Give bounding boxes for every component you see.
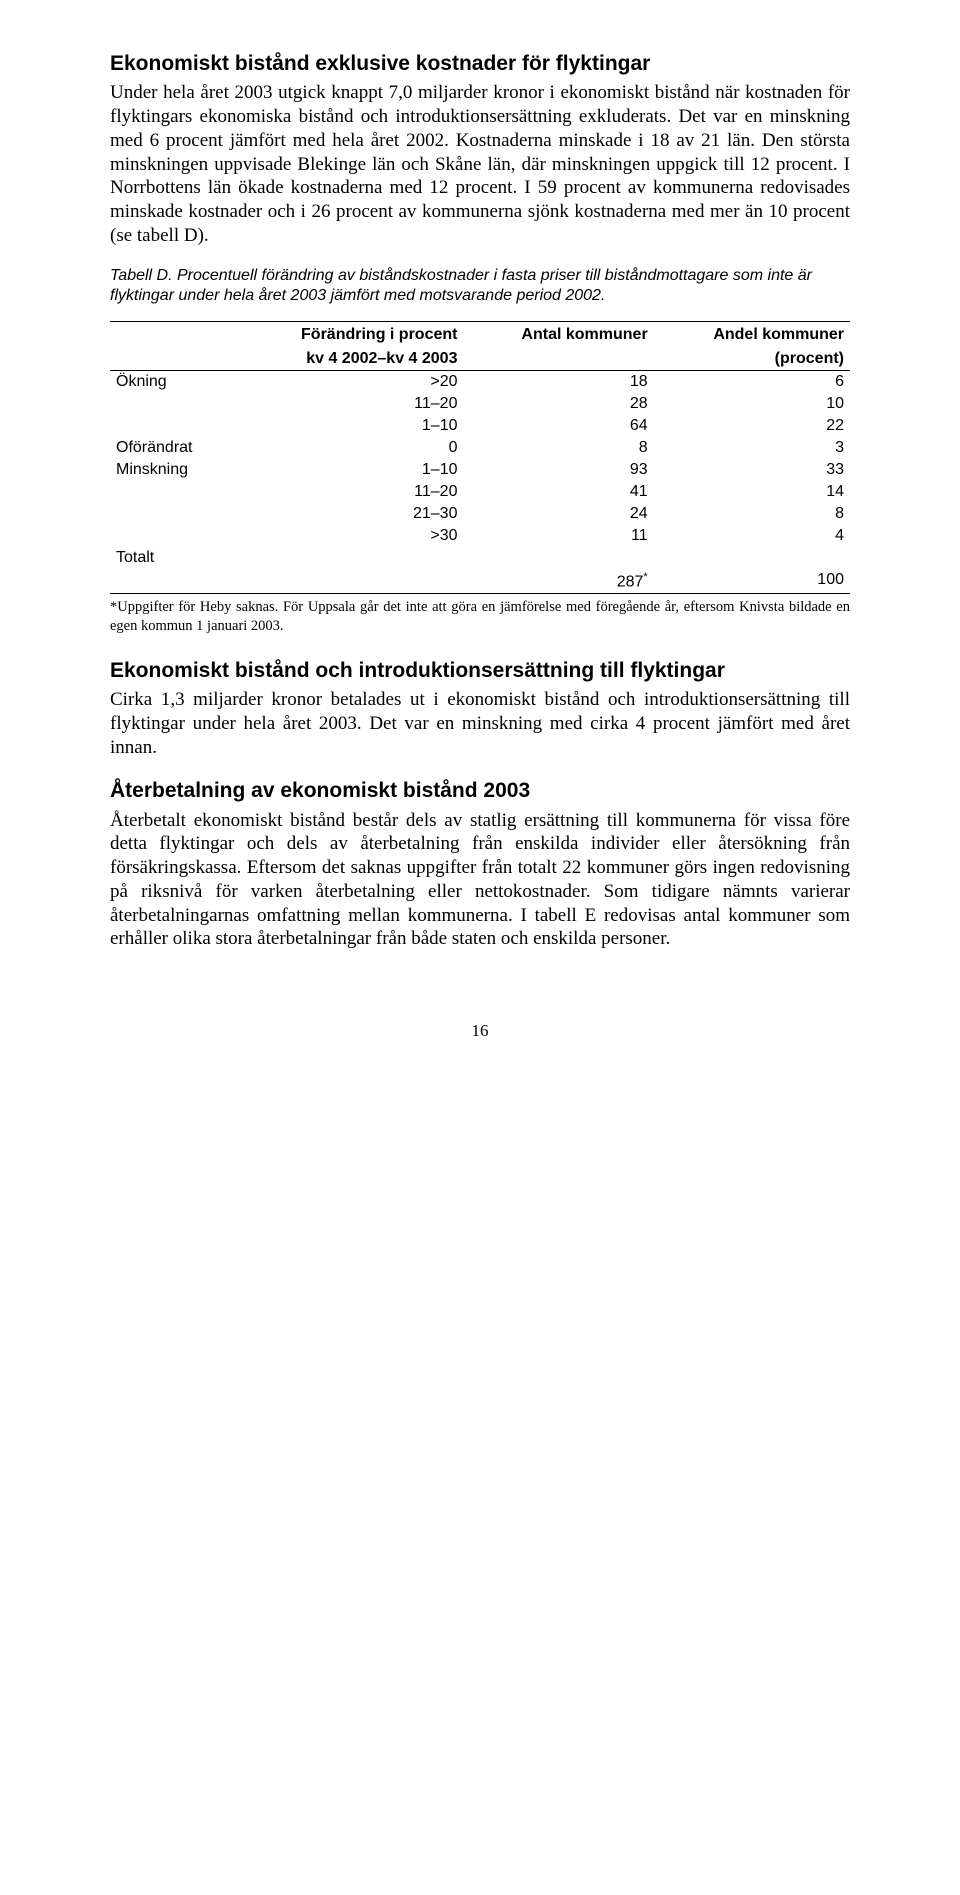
table-cell: 64: [463, 415, 653, 437]
tableD-header-col4b: (procent): [654, 346, 850, 371]
table-cell: 3: [654, 437, 850, 459]
table-cell: 22: [654, 415, 850, 437]
tableD-caption: Tabell D. Procentuell förändring av bist…: [110, 266, 850, 308]
section1-heading: Ekonomiskt bistånd exklusive kostnader f…: [110, 50, 850, 77]
page-container: Ekonomiskt bistånd exklusive kostnader f…: [0, 0, 960, 1101]
table-cell: 4: [654, 525, 850, 547]
section2-paragraph: Cirka 1,3 miljarder kronor betalades ut …: [110, 688, 850, 759]
tableD-header-blank: [110, 322, 232, 347]
tableD-group-oforandrat: Oförändrat: [110, 437, 232, 459]
table-cell: 93: [463, 459, 653, 481]
page-number: 16: [110, 1021, 850, 1041]
tableD-header-col2b: kv 4 2002–kv 4 2003: [232, 346, 464, 371]
table-cell: 11: [463, 525, 653, 547]
table-cell: 33: [654, 459, 850, 481]
tableD-group-totalt: Totalt: [110, 547, 232, 569]
tableD-header-col2a: Förändring i procent: [232, 322, 464, 347]
table-cell: 8: [463, 437, 653, 459]
tableD-header-col3: Antal kommuner: [463, 322, 653, 347]
table-cell: 24: [463, 503, 653, 525]
tableD-header-blank2: [110, 346, 232, 371]
table-cell: 6: [654, 371, 850, 394]
tableD-header-blank3: [463, 346, 653, 371]
tableD-footnote: *Uppgifter för Heby saknas. För Uppsala …: [110, 598, 850, 634]
table-cell: >20: [232, 371, 464, 394]
table-cell: 18: [463, 371, 653, 394]
tableD: Förändring i procent Antal kommuner Ande…: [110, 321, 850, 594]
table-cell: 21–30: [232, 503, 464, 525]
table-cell: 11–20: [232, 393, 464, 415]
table-cell: 11–20: [232, 481, 464, 503]
section3-paragraph: Återbetalt ekonomiskt bistånd består del…: [110, 809, 850, 952]
table-total-andel: 100: [654, 569, 850, 594]
table-cell: 8: [654, 503, 850, 525]
tableD-header-col4a: Andel kommuner: [654, 322, 850, 347]
section3-heading: Återbetalning av ekonomiskt bistånd 2003: [110, 777, 850, 804]
section1-paragraph: Under hela året 2003 utgick knappt 7,0 m…: [110, 81, 850, 247]
table-cell: 28: [463, 393, 653, 415]
tableD-group-minskning: Minskning: [110, 459, 232, 481]
table-cell: >30: [232, 525, 464, 547]
table-cell: 0: [232, 437, 464, 459]
table-cell: 14: [654, 481, 850, 503]
table-total-antal: 287*: [463, 569, 653, 594]
table-cell: 41: [463, 481, 653, 503]
table-cell: 1–10: [232, 415, 464, 437]
tableD-group-okning: Ökning: [110, 371, 232, 394]
table-cell: 1–10: [232, 459, 464, 481]
table-cell: 10: [654, 393, 850, 415]
section2-heading: Ekonomiskt bistånd och introduktionsersä…: [110, 657, 850, 684]
